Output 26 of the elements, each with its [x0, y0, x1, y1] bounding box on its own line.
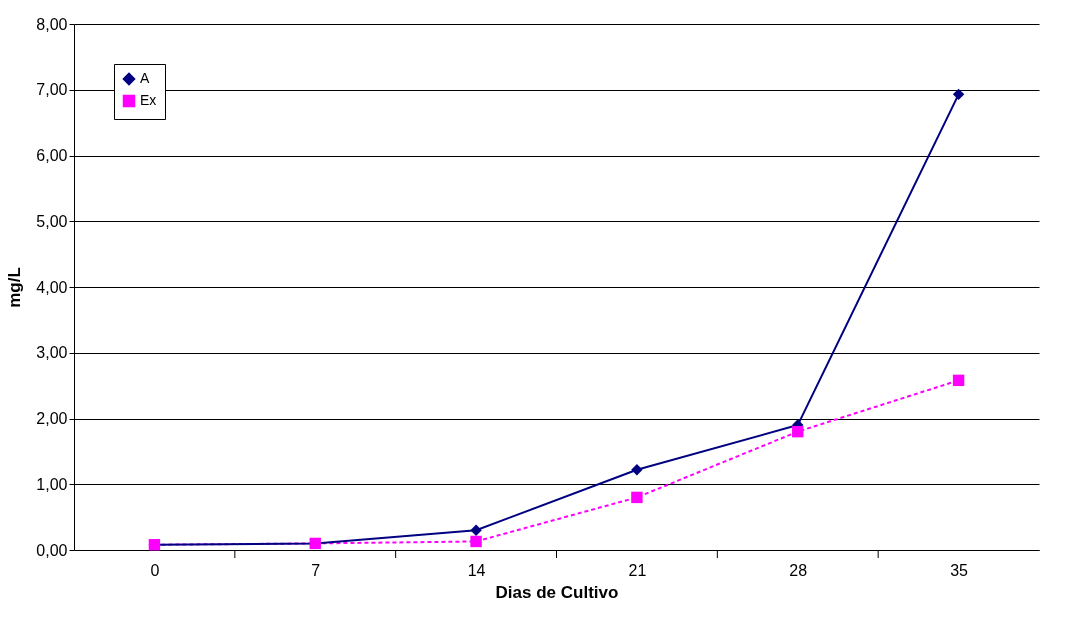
x-tick-label: 7 — [311, 561, 321, 579]
legend-label: A — [140, 70, 150, 86]
y-tick-label: 7,00 — [36, 81, 68, 99]
point — [470, 535, 482, 548]
x-axis-title: Dias de Cultivo — [495, 582, 619, 602]
x-tick-label: 14 — [467, 561, 486, 579]
y-tick-label: 4,00 — [36, 278, 68, 296]
point — [792, 425, 804, 438]
y-tick-label: 8,00 — [36, 15, 68, 33]
x-tick-label: 35 — [950, 561, 969, 579]
y-axis-title: mg/L — [5, 267, 25, 308]
point — [952, 374, 965, 387]
x-tick-label: 0 — [150, 561, 160, 579]
point — [470, 524, 482, 536]
y-tick-label: 1,00 — [36, 475, 68, 493]
legend-label: Ex — [140, 92, 157, 108]
x-tick-label: 21 — [628, 561, 647, 579]
y-tick-label: 3,00 — [36, 344, 68, 362]
y-tick-label: 6,00 — [36, 147, 68, 164]
point — [631, 464, 643, 476]
point — [952, 88, 965, 101]
y-tick-label: 5,00 — [36, 212, 68, 230]
y-tick-label: 2,00 — [36, 410, 68, 427]
x-tick-label: 28 — [789, 561, 808, 579]
point — [631, 491, 643, 504]
y-tick-label: 0,00 — [36, 541, 68, 559]
